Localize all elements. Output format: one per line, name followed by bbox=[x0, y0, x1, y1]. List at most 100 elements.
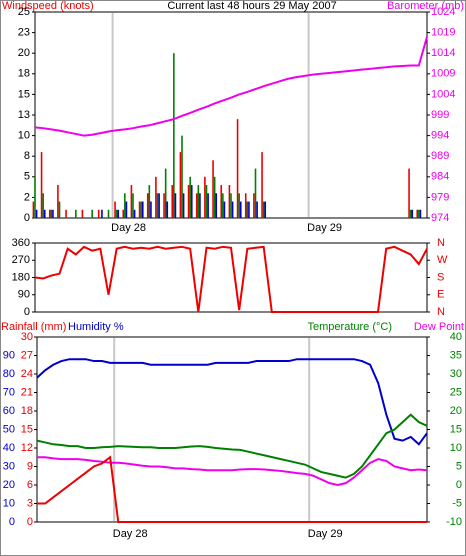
wind-bar bbox=[244, 193, 247, 218]
wind-bar bbox=[199, 193, 201, 218]
wind-bar bbox=[34, 176, 36, 218]
wind-bar bbox=[416, 209, 419, 218]
wind-bar bbox=[228, 185, 231, 218]
wind-bar bbox=[418, 209, 420, 218]
wind-bar bbox=[130, 185, 133, 218]
y-tick-label: 994 bbox=[431, 130, 449, 142]
y-tick-label: 24 bbox=[21, 368, 33, 380]
y-tick-label: 90 bbox=[3, 349, 15, 361]
wind-bar bbox=[411, 209, 414, 218]
wind-bar bbox=[171, 185, 174, 218]
y-tick-label: 0 bbox=[24, 212, 30, 224]
y-tick-label: 21 bbox=[21, 386, 33, 398]
humidity-axis-title: Humidity % bbox=[68, 321, 124, 333]
wind-bar bbox=[125, 201, 128, 218]
series-line bbox=[36, 358, 428, 446]
y-tick-label: 90 bbox=[18, 289, 30, 301]
series-line bbox=[37, 455, 427, 523]
series-line bbox=[34, 245, 428, 313]
wind-bar bbox=[239, 201, 242, 218]
wind-bar bbox=[215, 193, 218, 218]
wind-bar bbox=[205, 185, 208, 218]
y-tick-label: 1024 bbox=[431, 6, 455, 18]
y-tick-label: 360 bbox=[12, 237, 30, 249]
y-tick-label: 270 bbox=[12, 254, 30, 266]
wind-bar bbox=[262, 201, 265, 218]
wind-bar bbox=[97, 209, 100, 218]
wind-bar bbox=[124, 193, 126, 218]
wind-bar bbox=[48, 209, 51, 218]
x-tick-label: Day 29 bbox=[308, 528, 343, 540]
wind-bar bbox=[254, 168, 257, 218]
wind-bar bbox=[190, 185, 193, 218]
y-tick-label: 0 bbox=[456, 479, 462, 491]
y-tick-label: 0 bbox=[9, 516, 15, 528]
y-tick-label: 1009 bbox=[431, 68, 455, 80]
wind-bar bbox=[236, 119, 239, 218]
wind-bar bbox=[163, 193, 165, 218]
y-tick-label: 18 bbox=[21, 405, 33, 417]
series-line bbox=[37, 456, 428, 487]
x-tick-label: Day 28 bbox=[111, 222, 146, 234]
wind-bar bbox=[58, 201, 61, 218]
wind-bar bbox=[222, 193, 224, 218]
wind-bar bbox=[140, 201, 142, 218]
y-tick-label: 30 bbox=[21, 331, 33, 343]
wind-bar bbox=[207, 193, 209, 218]
y-tick-label: 0 bbox=[27, 516, 33, 528]
wind-bar bbox=[81, 209, 84, 218]
y-tick-label: 9 bbox=[27, 460, 33, 472]
wind-bar bbox=[115, 209, 118, 218]
wind-bar bbox=[220, 185, 223, 218]
series-line bbox=[36, 413, 428, 479]
y-tick-label: 2 bbox=[24, 191, 30, 203]
y-tick-label: 25 bbox=[18, 6, 30, 18]
wind-bar bbox=[150, 201, 152, 218]
wind-bar bbox=[50, 209, 53, 218]
wind-bar bbox=[114, 201, 116, 218]
wind-bar bbox=[197, 185, 200, 218]
wind-bar bbox=[75, 209, 77, 218]
wind-bar bbox=[181, 135, 183, 218]
y-tick-label: W bbox=[437, 254, 448, 266]
wind-bar bbox=[141, 201, 144, 218]
wind-bar bbox=[117, 209, 120, 218]
temperature-axis-title: Temperature (°C) bbox=[308, 321, 392, 333]
wind-bar bbox=[204, 176, 206, 218]
chart-title: Current last 48 hours 29 May 2007 bbox=[167, 0, 336, 12]
y-tick-label: 974 bbox=[431, 212, 449, 224]
y-tick-label: 10 bbox=[18, 130, 30, 142]
wind-bar bbox=[40, 152, 43, 218]
y-tick-label: -5 bbox=[452, 497, 462, 509]
y-tick-label: 20 bbox=[450, 405, 462, 417]
wind-bar bbox=[107, 209, 110, 218]
wind-bar bbox=[148, 185, 151, 218]
series-line bbox=[34, 36, 428, 137]
y-tick-label: S bbox=[437, 271, 444, 283]
y-tick-label: 15 bbox=[18, 88, 30, 100]
wind-bar bbox=[409, 209, 412, 218]
wind-bar bbox=[164, 168, 167, 218]
y-tick-label: 13 bbox=[18, 109, 30, 121]
y-tick-label: 25 bbox=[450, 386, 462, 398]
wind-bar bbox=[173, 53, 175, 219]
wind-bar bbox=[156, 193, 159, 218]
wind-bar bbox=[65, 209, 67, 218]
y-tick-label: 15 bbox=[21, 423, 33, 435]
wind-bar bbox=[187, 185, 190, 218]
y-tick-label: -10 bbox=[446, 516, 462, 528]
y-axis-title: Rainfall (mm) bbox=[1, 321, 66, 333]
wind-bar bbox=[43, 209, 46, 218]
y-tick-label: 15 bbox=[450, 423, 462, 435]
x-tick-label: Day 28 bbox=[113, 528, 148, 540]
y-tick-label: 20 bbox=[18, 47, 30, 59]
x-tick-label: Day 29 bbox=[307, 222, 342, 234]
plot-area bbox=[34, 11, 428, 219]
wind-bar bbox=[230, 193, 232, 218]
wind-bar bbox=[155, 176, 157, 218]
wind-bar bbox=[52, 209, 54, 218]
y-tick-label: 5 bbox=[456, 460, 462, 472]
plot-area bbox=[36, 336, 428, 523]
y-tick-label: 8 bbox=[24, 150, 30, 162]
